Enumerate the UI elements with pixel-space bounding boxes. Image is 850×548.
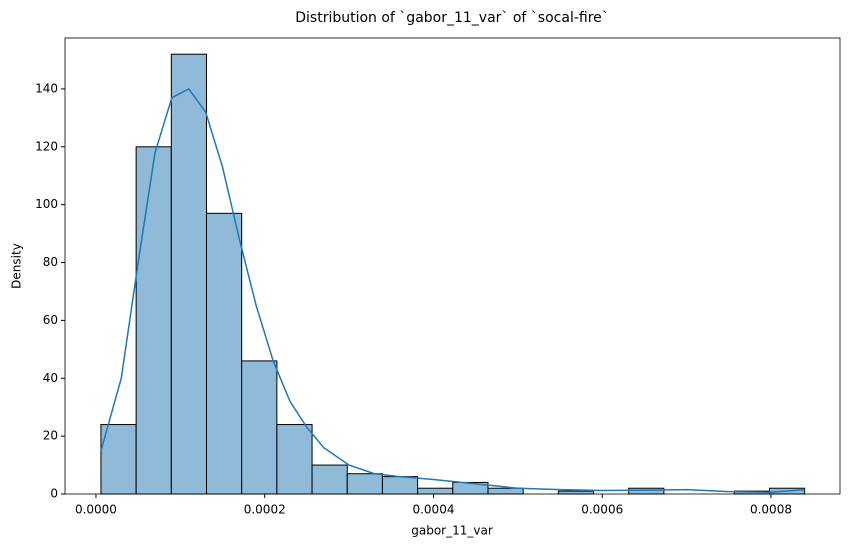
x-tick-label: 0.0002: [244, 503, 286, 517]
bar: [170, 53, 207, 495]
y-tick-label: 0: [50, 487, 58, 501]
bar: [135, 146, 172, 495]
bar: [381, 476, 419, 495]
x-tick-label: 0.0000: [75, 503, 117, 517]
bar: [311, 464, 348, 495]
y-tick-label: 20: [43, 429, 58, 443]
bar: [346, 473, 383, 495]
y-tick-label: 100: [35, 197, 58, 211]
bar: [100, 424, 137, 495]
plot-frame: [64, 37, 841, 495]
bar: [205, 212, 243, 495]
bar: [487, 487, 524, 495]
y-axis-label: Density: [10, 243, 24, 289]
kde-line: [100, 87, 805, 494]
x-axis-label: gabor_11_var: [411, 524, 493, 538]
y-tick-label: 80: [43, 255, 58, 269]
x-tick-label: 0.0008: [750, 503, 792, 517]
y-tick-label: 60: [43, 313, 58, 327]
x-tick-label: 0.0006: [581, 503, 623, 517]
bar: [628, 487, 665, 495]
x-tick-label: 0.0004: [412, 503, 454, 517]
bar: [241, 360, 278, 495]
y-tick-label: 140: [35, 81, 58, 95]
chart-title: Distribution of `gabor_11_var` of `socal…: [295, 10, 609, 26]
y-tick-label: 120: [35, 139, 58, 153]
bar: [276, 424, 313, 495]
y-tick-label: 40: [43, 371, 58, 385]
bar: [417, 487, 454, 495]
bar: [557, 490, 595, 495]
